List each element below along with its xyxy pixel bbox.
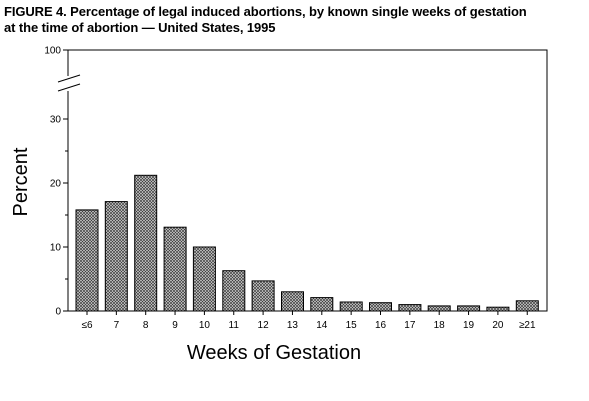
x-tick-label: 15	[346, 320, 358, 331]
bar-week-14	[486, 306, 510, 312]
x-tick-label: 8	[143, 320, 149, 331]
bar-week-7	[281, 291, 304, 312]
bar-week-2	[134, 174, 158, 312]
axis-break-mark	[57, 74, 81, 92]
y-axis-ticks: 0 10 20 30 100	[44, 46, 68, 318]
bar-week-10	[369, 302, 392, 312]
x-tick-label: 9	[172, 320, 178, 331]
y-tick-label: 20	[50, 179, 62, 190]
bar-week-6	[251, 280, 275, 312]
bar-week-13	[457, 305, 481, 312]
x-tick-label: 13	[287, 320, 299, 331]
bar-week-3	[163, 226, 187, 312]
bar-week-9	[339, 301, 363, 312]
bar-week-8	[310, 297, 334, 312]
plot-area-border	[67, 49, 548, 312]
x-tick-label: 20	[492, 320, 504, 331]
x-axis-label: Weeks of Gestation	[187, 342, 361, 364]
x-tick-label: 19	[463, 320, 475, 331]
x-tick-label: 10	[199, 320, 211, 331]
x-tick-labels: ≤6 7 8 9 10 11 12 13 14 15 16 17 18 19 20 ≥21	[81, 311, 536, 331]
bar-week-1	[104, 201, 128, 312]
bar-week-11	[398, 304, 422, 312]
x-tick-label: 11	[229, 320, 240, 331]
y-tick-label: 30	[50, 115, 62, 126]
bar-week-15	[515, 300, 539, 312]
bar-week-5	[222, 270, 246, 312]
x-tick-label: 16	[375, 320, 387, 331]
y-axis-label: Percent	[10, 147, 32, 216]
y-tick-label: 0	[55, 307, 61, 318]
bar-week-0	[75, 209, 99, 312]
x-tick-label: ≥21	[519, 320, 536, 331]
x-tick-label: 7	[114, 320, 120, 331]
y-tick-label: 10	[50, 243, 62, 254]
chart-title-line-2: at the time of abortion — United States,…	[4, 20, 276, 35]
chart-title-line-1: FIGURE 4. Percentage of legal induced ab…	[4, 4, 527, 19]
bars	[75, 174, 539, 312]
y-tick-label: 100	[44, 46, 61, 57]
x-tick-label: 14	[316, 320, 328, 331]
x-tick-label: 18	[434, 320, 446, 331]
x-tick-label: 12	[258, 320, 270, 331]
bar-week-4	[192, 246, 216, 312]
x-tick-label: ≤6	[81, 320, 92, 331]
x-tick-label: 17	[404, 320, 416, 331]
bar-week-12	[427, 305, 451, 312]
plot-frame	[67, 49, 548, 312]
chart-title: FIGURE 4. Percentage of legal induced ab…	[4, 4, 584, 36]
